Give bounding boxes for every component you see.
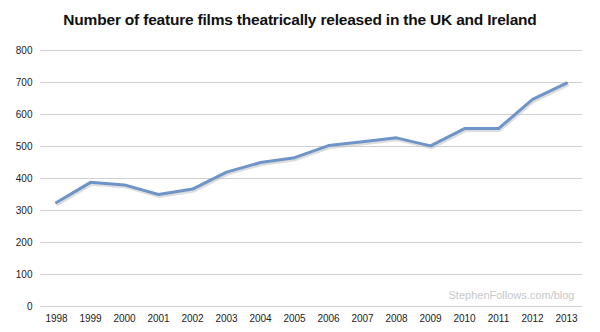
- svg-text:1999: 1999: [79, 313, 102, 324]
- svg-text:2003: 2003: [215, 313, 238, 324]
- svg-text:StephenFollows.com/blog: StephenFollows.com/blog: [449, 289, 575, 301]
- svg-text:500: 500: [16, 141, 33, 152]
- svg-text:1998: 1998: [45, 313, 68, 324]
- svg-text:600: 600: [16, 109, 33, 120]
- svg-text:2007: 2007: [351, 313, 374, 324]
- svg-text:2010: 2010: [453, 313, 476, 324]
- svg-text:400: 400: [16, 173, 33, 184]
- svg-text:100: 100: [16, 269, 33, 280]
- svg-text:800: 800: [16, 45, 33, 56]
- svg-text:200: 200: [16, 237, 33, 248]
- svg-text:2012: 2012: [521, 313, 544, 324]
- html-text:Number of feature films theatr: Number of feature films theatrically rel…: [63, 11, 537, 28]
- svg-text:2001: 2001: [147, 313, 170, 324]
- svg-text:2008: 2008: [385, 313, 408, 324]
- svg-text:2000: 2000: [113, 313, 136, 324]
- svg-text:2006: 2006: [317, 313, 340, 324]
- svg-text:2005: 2005: [283, 313, 306, 324]
- svg-text:2013: 2013: [555, 313, 578, 324]
- svg-text:2011: 2011: [488, 313, 510, 324]
- svg-text:300: 300: [16, 205, 33, 216]
- svg-text:2004: 2004: [249, 313, 272, 324]
- svg-text:2002: 2002: [181, 313, 204, 324]
- svg-text:700: 700: [16, 77, 33, 88]
- svg-text:2009: 2009: [419, 313, 442, 324]
- svg-text:0: 0: [27, 301, 33, 312]
